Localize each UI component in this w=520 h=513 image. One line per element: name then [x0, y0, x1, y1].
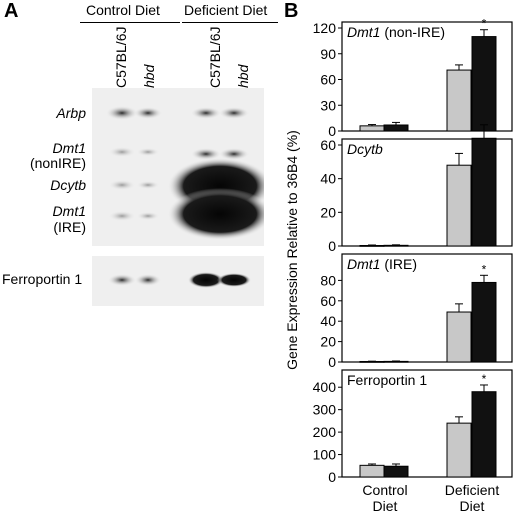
chart-title: Dmt1 (IRE) — [347, 256, 417, 272]
y-tick-label: 30 — [320, 97, 336, 113]
chart-frame — [341, 21, 513, 132]
bar — [383, 124, 409, 132]
header-rule-control — [80, 22, 180, 23]
band-arbp-3 — [191, 107, 221, 119]
significance-marker: * — [482, 372, 487, 386]
bar — [471, 137, 497, 247]
chart-frame — [341, 138, 513, 247]
bar — [383, 360, 409, 363]
significance-marker: * — [482, 262, 487, 276]
band-dmt1-nonire-2 — [137, 148, 159, 156]
northern-blot-lower — [92, 256, 264, 306]
band-dcytb-2 — [137, 181, 159, 189]
label-dmt1-nonire-sub: (nonIRE) — [29, 155, 86, 171]
bar — [446, 69, 472, 132]
header-rule-deficient — [182, 22, 278, 23]
chart-frame — [341, 369, 513, 478]
band-dmt1-ire-1 — [109, 211, 135, 221]
chart-frame — [341, 253, 513, 363]
header-control-diet: Control Diet — [86, 2, 160, 18]
label-dmt1-ire-sub: (IRE) — [53, 219, 86, 235]
bar — [359, 464, 385, 478]
label-arbp: Arbp — [56, 105, 86, 121]
band-fpn-3 — [188, 272, 224, 288]
x-category-label: Diet — [460, 498, 485, 513]
band-arbp-2 — [134, 107, 162, 119]
y-tick-label: 40 — [320, 313, 336, 329]
band-dcytb-1 — [109, 180, 135, 190]
band-dmt1-nonire-4 — [219, 148, 249, 160]
y-tick-label: 40 — [320, 171, 336, 187]
y-axis-label: Gene Expression Relative to 36B4 (%) — [284, 130, 300, 370]
bar — [471, 391, 497, 478]
band-fpn-2 — [135, 274, 161, 286]
y-tick-label: 60 — [320, 137, 336, 153]
band-arbp-4 — [219, 107, 249, 119]
y-tick-label: 80 — [320, 272, 336, 288]
y-tick-label: 300 — [313, 402, 337, 418]
y-tick-label: 400 — [313, 379, 337, 395]
x-category-label: Diet — [373, 498, 398, 513]
bar — [471, 281, 497, 363]
y-tick-label: 0 — [328, 238, 336, 254]
y-tick-label: 0 — [328, 354, 336, 370]
y-tick-label: 0 — [328, 469, 336, 485]
x-category-label: Control — [362, 482, 407, 498]
bar — [383, 465, 409, 478]
bar — [471, 36, 497, 132]
label-ferroportin: Ferroportin 1 — [2, 271, 83, 287]
band-fpn-4 — [217, 273, 251, 287]
x-category-label: Deficient — [445, 482, 500, 498]
northern-blot-upper — [92, 88, 264, 246]
significance-marker: * — [482, 17, 487, 31]
band-dmt1-ire-deficient — [168, 188, 264, 240]
band-fpn-1 — [108, 274, 136, 286]
y-tick-label: 200 — [313, 424, 337, 440]
band-dmt1-ire-2 — [137, 212, 159, 220]
chart-title: Dmt1 (non-IRE) — [347, 24, 445, 40]
y-tick-label: 20 — [320, 204, 336, 220]
header-deficient-diet: Deficient Diet — [184, 2, 268, 18]
y-tick-label: 120 — [313, 20, 337, 36]
panel-a-letter: A — [4, 0, 19, 22]
bar — [446, 164, 472, 247]
y-tick-label: 20 — [320, 334, 336, 350]
bar — [446, 422, 472, 478]
label-dmt1-nonire: Dmt1 — [52, 140, 86, 156]
label-dcytb: Dcytb — [50, 177, 86, 193]
y-tick-label: 0 — [328, 123, 336, 139]
y-tick-label: 90 — [320, 46, 336, 62]
band-dmt1-nonire-3 — [191, 148, 221, 160]
chart-title: Ferroportin 1 — [347, 372, 427, 388]
bar — [383, 244, 409, 247]
label-dmt1-ire: Dmt1 — [52, 203, 86, 219]
chart-title: Dcytb — [347, 141, 383, 157]
y-tick-label: 60 — [320, 293, 336, 309]
panel-b-letter: B — [284, 0, 299, 22]
band-arbp-1 — [106, 106, 138, 120]
y-tick-label: 60 — [320, 72, 336, 88]
band-dmt1-nonire-1 — [109, 147, 135, 157]
bar — [359, 244, 385, 247]
bar — [446, 311, 472, 363]
bar — [359, 125, 385, 132]
y-tick-label: 100 — [313, 447, 337, 463]
